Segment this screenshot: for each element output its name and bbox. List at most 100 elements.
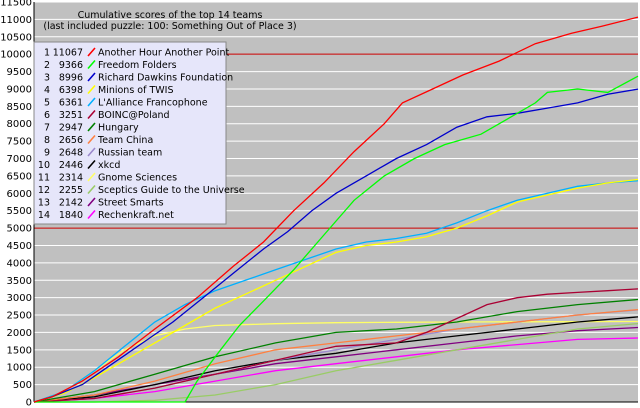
legend-rank: 12 [38,185,50,196]
legend-score: 2142 [59,198,83,209]
y-tick-label: 4000 [7,258,32,269]
legend-swatch [87,209,96,220]
legend-score: 2255 [59,185,83,196]
series-lines [33,16,639,403]
legend-swatch [87,84,96,95]
series-line [33,298,639,403]
y-tick-label: 10000 [0,50,32,61]
series-line [33,178,639,403]
legend-item: 12 2255 Sceptics Guide to the Universe [38,184,245,196]
legend-score: 8996 [59,73,83,84]
series-line [33,337,639,403]
legend-label: Rechenkraft.net [98,210,174,221]
legend-rank: 7 [44,123,50,134]
legend-swatch [87,122,96,132]
legend-rank: 6 [44,110,50,121]
y-tick-label: 9000 [7,84,32,95]
legend-rank: 9 [44,148,50,159]
legend-label: Hungary [98,123,139,134]
y-tick-label: 2000 [7,328,32,339]
series-line [33,316,639,403]
legend-rank: 14 [38,210,50,221]
legend-score: 3251 [59,110,83,121]
y-tick-label: 10500 [0,32,32,43]
series-line [33,16,639,403]
series-line [33,288,639,403]
legend-score: 1840 [59,210,83,221]
legend-score: 2314 [59,173,83,184]
legend-score: 9366 [59,60,83,71]
gridlines [34,1,638,403]
y-tick-label: 8000 [7,119,32,130]
y-tick-label: 11000 [0,15,32,26]
legend-score: 2648 [59,148,83,159]
y-tick-label: 5000 [7,224,32,235]
chart-title: Cumulative scores of the top 14 teams [78,10,263,21]
legend-label: Russian team [98,148,162,159]
legend-swatch [87,59,96,70]
legend-score: 11067 [53,48,83,59]
y-tick-label: 11500 [0,0,32,9]
legend-item: 13 2142 Street Smarts [38,197,164,209]
legend-score: 2446 [59,160,83,171]
chart-subtitle: (last included puzzle: 100: Something Ou… [43,21,296,32]
legend-item: 11 2314 Gnome Sciences [38,172,177,184]
y-tick-label: 4500 [7,241,32,252]
legend-item: 4 6398 Minions of TWIS [44,84,174,96]
y-tick-label: 0 [26,398,32,408]
legend-item: 3 8996 Richard Dawkins Foundation [44,72,233,84]
y-tick-label: 6000 [7,189,32,200]
series-line [34,75,639,403]
y-tick-label: 500 [13,380,32,391]
legend-label: Street Smarts [98,198,164,209]
legend-swatch [87,184,96,195]
legend-swatch [87,134,96,145]
y-tick-label: 9500 [7,67,32,78]
legend-swatch [87,159,96,170]
legend-swatch [87,172,96,182]
legend-label: Richard Dawkins Foundation [98,73,233,84]
legend-label: Another Hour Another Point [98,48,229,59]
legend-swatch [87,97,96,107]
legend-item: 6 3251 BOINC@Poland [44,109,170,121]
legend-label: BOINC@Poland [98,110,170,121]
y-tick-label: 7000 [7,154,32,165]
legend-score: 2947 [59,123,83,134]
legend-item: 8 2656 Team China [44,134,153,146]
legend-box [33,41,227,225]
y-tick-label: 2500 [7,311,32,322]
legend-rank: 13 [38,198,50,209]
legend-swatch [87,197,96,207]
y-tick-label: 3500 [7,276,32,287]
legend-item: 7 2947 Hungary [44,122,139,134]
legend-rank: 8 [44,135,50,146]
series-line [34,322,639,403]
legend-rank: 2 [44,60,50,71]
legend-label: Minions of TWIS [98,85,174,96]
legend-rank: 3 [44,73,50,84]
legend-item: 1 11067 Another Hour Another Point [44,47,229,59]
legend-item: 9 2648 Russian team [44,147,162,159]
y-tick-label: 1000 [7,363,32,374]
legend-score: 6361 [59,98,83,109]
legend-item: 10 2446 xkcd [38,159,120,171]
legend-label: Sceptics Guide to the Universe [98,185,245,196]
legend-rank: 10 [38,160,50,171]
legend-label: xkcd [98,160,120,171]
legend-swatch [87,109,96,120]
legend-label: L'Alliance Francophone [98,98,208,109]
legend-item: 14 1840 Rechenkraft.net [38,209,174,221]
legend-swatch [87,72,96,82]
legend-rank: 4 [44,85,50,96]
legend-item: 5 6361 L'Alliance Francophone [44,97,208,109]
legend-score: 6398 [59,85,83,96]
legend-score: 2656 [59,135,83,146]
legend-label: Freedom Folders [98,60,177,71]
legend-item: 2 9366 Freedom Folders [44,59,177,71]
y-tick-label: 1500 [7,345,32,356]
series-line [33,180,639,403]
y-tick-label: 7500 [7,137,32,148]
